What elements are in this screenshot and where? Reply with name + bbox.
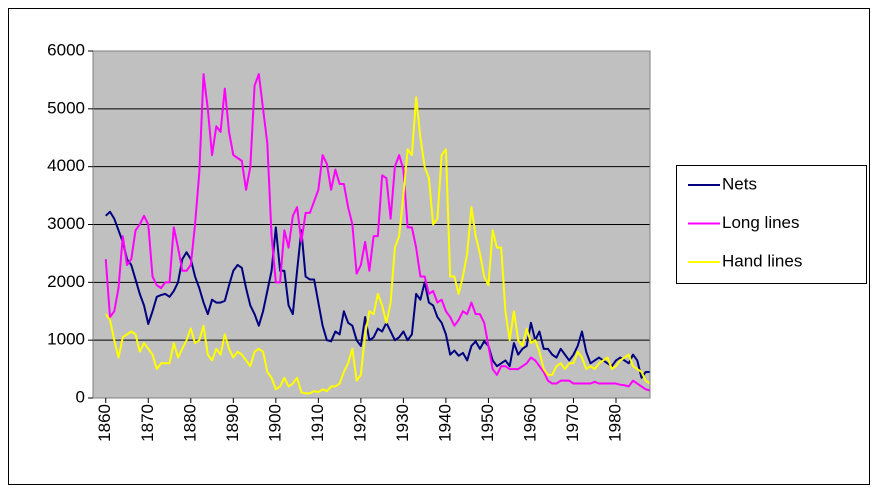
x-tick-label: 1970 [563,404,582,442]
axes: 0 1000 2000 3000 4000 5000 6000 1860 1870 1880 189… [47,40,624,441]
x-tick-label: 1880 [180,404,199,442]
x-tick-label: 1930 [393,404,412,442]
y-tick-label: 3000 [47,214,85,233]
x-tick-label: 1950 [478,404,497,442]
x-tick-label: 1920 [350,404,369,442]
x-tick-label: 1960 [520,404,539,442]
y-tick-label: 6000 [47,40,85,59]
series-line [104,73,651,392]
x-tick-label: 1890 [223,404,242,442]
x-tick-label: 1980 [605,404,624,442]
x-tick-label: 1870 [138,404,157,442]
legend-label: Nets [722,174,757,193]
y-tick-label: 5000 [47,98,85,117]
x-tick-label: 1910 [308,404,327,442]
legend-label: Long lines [722,213,800,232]
y-tick-label: 4000 [47,156,85,175]
y-tick-label: 2000 [47,272,85,291]
series-line [105,210,650,379]
series-line [104,96,651,395]
x-tick-label: 1860 [95,404,114,442]
legend-items: Nets Long lines Hand lines [688,174,802,270]
y-tick-label: 1000 [47,330,85,349]
x-tick-label: 1900 [265,404,284,442]
lines [104,73,651,395]
legend-label: Hand lines [722,251,802,270]
x-tick-label: 1940 [435,404,454,442]
y-tick-label: 0 [76,387,85,406]
